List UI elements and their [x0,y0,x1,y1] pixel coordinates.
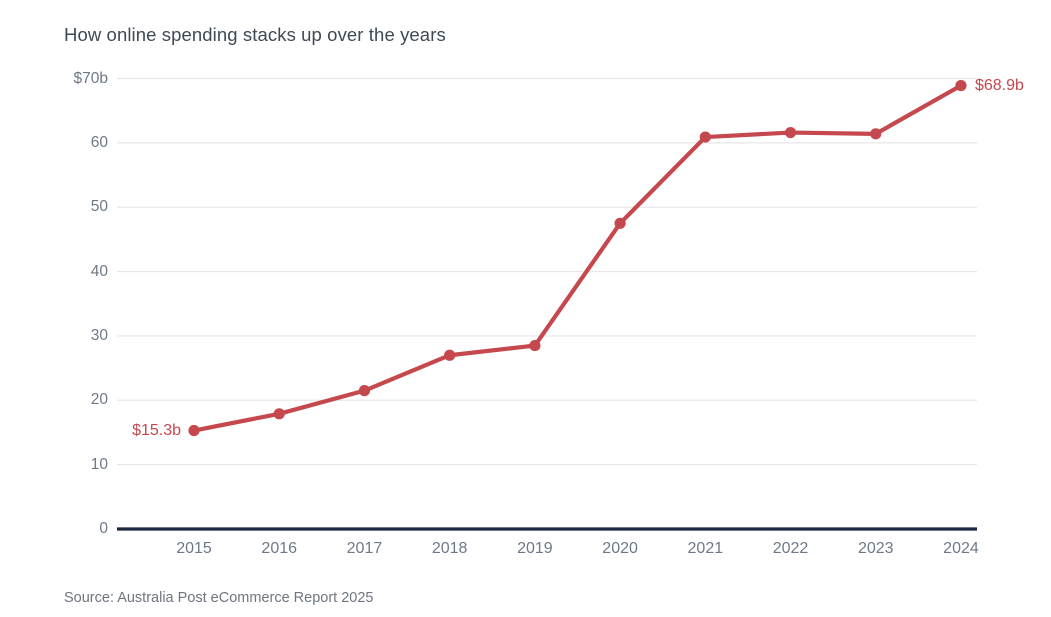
data-point-2024 [955,79,967,92]
data-point-2020 [614,217,626,229]
data-point-2016 [273,408,285,420]
data-point-2018 [444,349,456,361]
data-point-2022 [784,126,797,139]
data-point-2017 [358,385,371,397]
data-point-2015 [188,424,200,437]
data-point-2023 [870,128,882,140]
series-line [191,83,964,433]
chart-title: How online spending stacks up over the y… [64,24,446,45]
source-note: Source: Australia Post eCommerce Report … [64,590,374,606]
data-point-2021 [699,131,711,143]
data-point-2019 [529,339,541,352]
